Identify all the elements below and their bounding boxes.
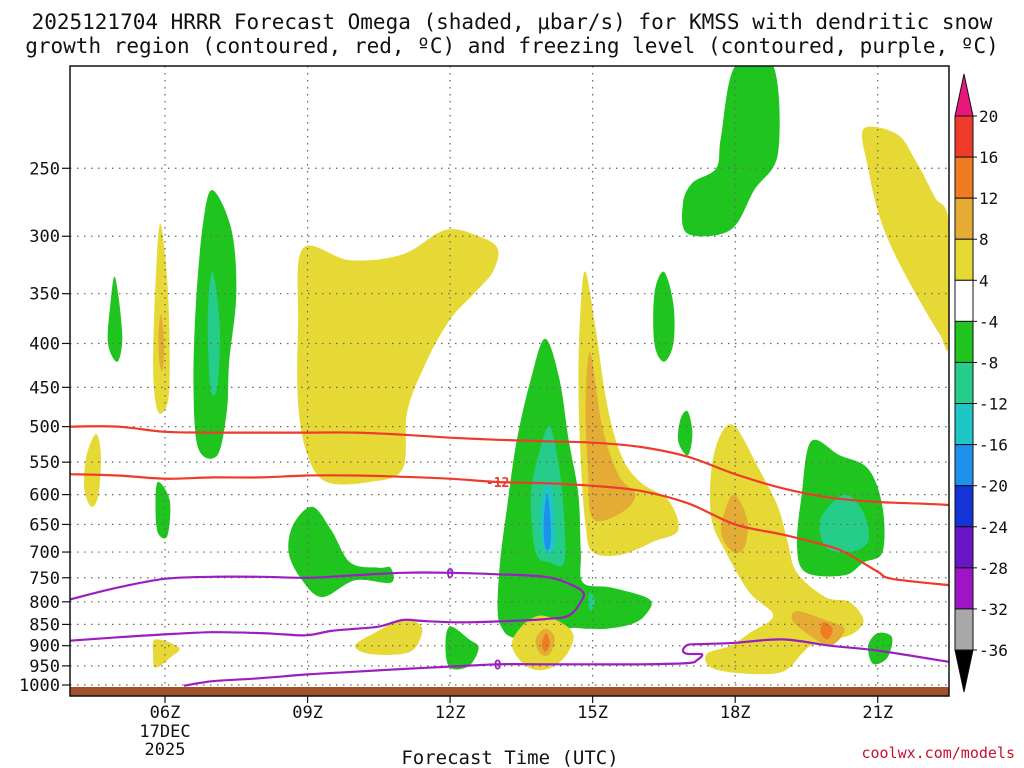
colorbar-label-4: 4: [979, 271, 989, 290]
colorbar-cell: [954, 115, 974, 158]
omega-region-descent-07z-core: [207, 271, 220, 396]
y-tick-label-1000: 1000: [19, 676, 60, 696]
omega-region-descent-05z-upper: [107, 276, 123, 362]
colorbar-cell: [954, 156, 974, 199]
dgz-contour-0: [70, 473, 949, 587]
colorbar-cell: [954, 608, 974, 651]
omega-shading-layer: [84, 66, 949, 675]
y-tick-label-950: 950: [29, 657, 60, 677]
omega-region-ascent-06z-low: [152, 639, 180, 668]
y-tick-label-900: 900: [29, 637, 60, 657]
chart-title-line-1: 2025121704 HRRR Forecast Omega (shaded, …: [32, 10, 993, 34]
colorbar-cell: [954, 567, 974, 610]
omega-region-ascent-06z-upper-core: [158, 314, 165, 372]
colorbar-label--4: -4: [979, 312, 998, 331]
omega-region-descent-20z-21z-core: [819, 494, 870, 553]
colorbar-cell: [954, 444, 974, 487]
omega-region-ascent-05z-low: [84, 434, 101, 507]
colorbar-label--24: -24: [979, 518, 1008, 537]
ground-fill: [70, 686, 949, 696]
x-tick-label-15Z: 15Z: [577, 703, 608, 723]
y-tick-label-450: 450: [29, 378, 60, 398]
x-tick-label-06Z: 06Z: [150, 703, 181, 723]
omega-region-ascent-20z-core: [791, 611, 845, 646]
omega-region-descent-06z-mid: [155, 481, 171, 539]
omega-region-descent-17z-mid: [677, 410, 693, 456]
freezing-level-contour-2: [70, 571, 586, 642]
y-tick-label-850: 850: [29, 615, 60, 635]
colorbar-label--8: -8: [979, 353, 998, 372]
colorbar-label-20: 20: [979, 107, 998, 126]
colorbar-top-triangle: [954, 73, 974, 117]
colorbar-label--32: -32: [979, 600, 1008, 619]
colorbar-cell: [954, 238, 974, 281]
y-axis-pressure: 2503003504004505005506006507007508008509…: [19, 159, 70, 696]
omega-region-descent-14z-core-3: [543, 494, 551, 550]
colorbar-label--28: -28: [979, 559, 1008, 578]
colorbar-label--36: -36: [979, 641, 1008, 660]
colorbar-cell: [954, 526, 974, 569]
y-tick-label-650: 650: [29, 515, 60, 535]
dgz-contour-1: [70, 425, 949, 507]
colorbar-cell: [954, 279, 974, 322]
x-tick-sublabel: 17DEC: [139, 722, 190, 742]
grid-lines: [70, 66, 949, 696]
contour-label: 0: [494, 658, 502, 673]
x-tick-sublabel: 2025: [145, 740, 186, 760]
y-tick-label-400: 400: [29, 334, 60, 354]
chart-title-line-2: growth region (contoured, red, ºC) and f…: [25, 34, 999, 58]
colorbar-cell: [954, 320, 974, 363]
watermark-text: coolwx.com/models: [861, 744, 1015, 762]
omega-region-ascent-20z-core2: [820, 622, 833, 640]
x-tick-label-21Z: 21Z: [862, 703, 893, 723]
colorbar-label-12: 12: [979, 189, 998, 208]
y-tick-label-750: 750: [29, 569, 60, 589]
omega-region-ascent-14z-low-core2: [541, 633, 550, 652]
x-tick-label-12Z: 12Z: [435, 703, 466, 723]
y-tick-label-800: 800: [29, 593, 60, 613]
colorbar-label-8: 8: [979, 230, 989, 249]
y-tick-label-500: 500: [29, 418, 60, 438]
y-tick-label-600: 600: [29, 486, 60, 506]
x-axis-label: Forecast Time (UTC): [401, 747, 618, 768]
y-tick-label-550: 550: [29, 453, 60, 473]
colorbar: 20 16 12 8 4 -4 -8 -12 -16 -20 -24 -28 -32 -36: [954, 73, 1008, 693]
colorbar-bottom-triangle: [954, 649, 974, 693]
contour-label: -12: [486, 476, 509, 491]
colorbar-cell: [954, 361, 974, 405]
omega-region-ascent-18z-low: [705, 424, 864, 675]
colorbar-label--12: -12: [979, 395, 1008, 414]
colorbar-label-16: 16: [979, 148, 998, 167]
omega-region-descent-18z-21z-upper: [681, 66, 780, 237]
colorbar-label--16: -16: [979, 436, 1008, 455]
colorbar-label--20: -20: [979, 477, 1008, 496]
y-tick-label-700: 700: [29, 543, 60, 563]
contour-label: 0: [446, 567, 454, 582]
omega-region-descent-21z-low: [868, 632, 893, 665]
y-tick-label-250: 250: [29, 159, 60, 179]
omega-region-ascent-15z-core: [585, 352, 636, 522]
omega-region-ascent-09z-12z-upper: [297, 229, 499, 485]
colorbar-cell: [954, 485, 974, 528]
ground-layer: [70, 686, 949, 696]
y-tick-label-300: 300: [29, 227, 60, 247]
omega-region-ascent-21z-upper: [861, 126, 949, 351]
x-tick-label-18Z: 18Z: [720, 703, 751, 723]
x-tick-label-09Z: 09Z: [292, 703, 323, 723]
omega-region-descent-14z-main: [497, 338, 652, 643]
colorbar-cell: [954, 197, 974, 240]
colorbar-cell: [954, 403, 974, 446]
freezing-level-contour-3: [183, 638, 949, 687]
contour-layer: -12 0 0: [70, 425, 949, 687]
plot-border: [69, 65, 950, 697]
omega-region-descent-12z-low: [445, 626, 479, 670]
y-tick-label-350: 350: [29, 285, 60, 305]
